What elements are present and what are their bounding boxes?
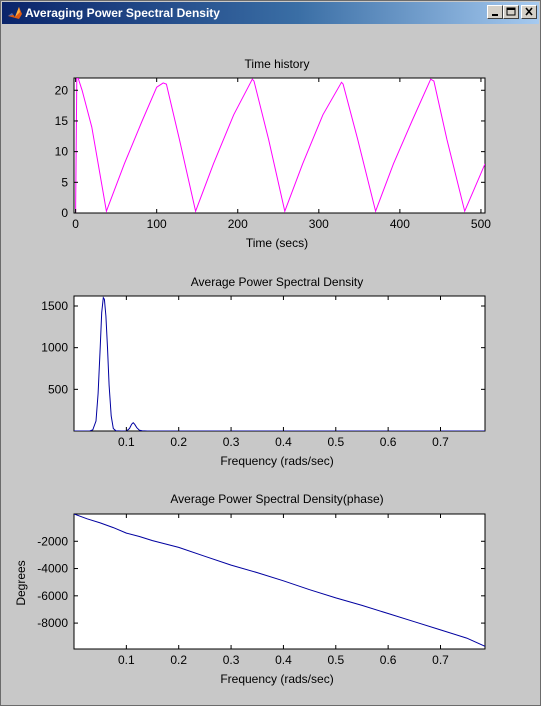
psd-x-tick-label: 0.2 <box>170 435 187 449</box>
time-history-title: Time history <box>245 57 310 71</box>
psd-phase-y-tick-label: -2000 <box>37 534 68 548</box>
psd-phase-xlabel: Frequency (rads/sec) <box>220 672 333 686</box>
psd-phase-x-tick-label: 0.2 <box>170 653 187 667</box>
time-history-x-tick-label: 400 <box>390 217 410 231</box>
time-history-x-tick-label: 500 <box>471 217 491 231</box>
psd-y-tick-label: 1000 <box>41 341 68 355</box>
time-history-x-tick-label: 100 <box>147 217 167 231</box>
close-button[interactable] <box>521 5 537 19</box>
psd-plot-area[interactable] <box>73 295 486 432</box>
psd-phase-x-tick-label: 0.1 <box>118 653 135 667</box>
psd-axes: Average Power Spectral Density Frequency… <box>41 275 486 468</box>
psd-phase-y-tick-label: -4000 <box>37 562 68 576</box>
psd-phase-axes: Average Power Spectral Density(phase) Fr… <box>14 492 486 686</box>
psd-phase-x-tick-label: 0.4 <box>275 653 292 667</box>
psd-x-tick-label: 0.4 <box>275 435 292 449</box>
psd-phase-x-tick-label: 0.3 <box>223 653 240 667</box>
psd-xlabel: Frequency (rads/sec) <box>220 454 333 468</box>
psd-phase-x-tick-label: 0.5 <box>327 653 344 667</box>
psd-phase-plot-area[interactable] <box>73 513 486 650</box>
psd-phase-y-tick-label: -6000 <box>37 589 68 603</box>
psd-y-tick-label: 1500 <box>41 299 68 313</box>
time-history-x-tick-label: 0 <box>72 217 79 231</box>
maximize-button[interactable] <box>503 5 519 19</box>
psd-title: Average Power Spectral Density <box>191 275 364 289</box>
psd-phase-series-line <box>74 514 485 647</box>
psd-x-tick-label: 0.7 <box>432 435 449 449</box>
time-history-xlabel: Time (secs) <box>246 236 308 250</box>
psd-phase-x-tick-label: 0.6 <box>380 653 397 667</box>
time-history-series-line <box>75 78 485 213</box>
window-title: Averaging Power Spectral Density <box>25 6 220 20</box>
psd-phase-x-tick-label: 0.7 <box>432 653 449 667</box>
psd-series-line <box>74 296 485 431</box>
psd-x-tick-label: 0.3 <box>223 435 240 449</box>
minimize-button[interactable] <box>487 5 503 19</box>
time-history-y-tick-label: 20 <box>55 83 69 97</box>
time-history-x-tick-label: 200 <box>228 217 248 231</box>
time-history-axes: Time history Time (secs) 0 100 200 300 400 50… <box>55 57 492 250</box>
psd-x-tick-label: 0.5 <box>327 435 344 449</box>
psd-phase-title: Average Power Spectral Density(phase) <box>170 492 383 506</box>
time-history-y-tick-label: 5 <box>61 175 68 189</box>
time-history-y-tick-label: 15 <box>55 114 69 128</box>
matlab-logo-icon <box>7 5 23 21</box>
psd-y-tick-label: 500 <box>48 382 68 396</box>
time-history-x-tick-label: 300 <box>309 217 329 231</box>
psd-x-tick-label: 0.6 <box>380 435 397 449</box>
time-history-plot-area[interactable] <box>73 77 486 214</box>
figure-canvas: Time history Time (secs) 0 100 200 300 400 50… <box>14 57 492 686</box>
psd-x-tick-label: 0.1 <box>118 435 135 449</box>
psd-phase-ylabel: Degrees <box>14 560 28 605</box>
time-history-y-tick-label: 10 <box>55 145 69 159</box>
time-history-y-tick-label: 0 <box>61 206 68 220</box>
title-bar[interactable]: Averaging Power Spectral Density <box>2 2 539 24</box>
psd-phase-y-tick-label: -8000 <box>37 616 68 630</box>
